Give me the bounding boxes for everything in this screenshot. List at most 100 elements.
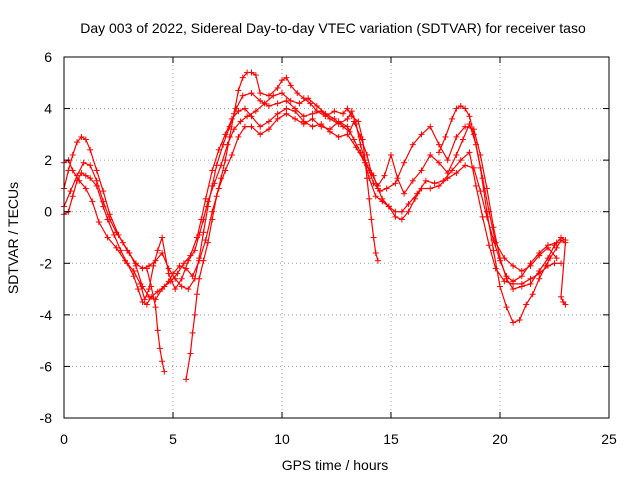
- data-point: [510, 278, 517, 285]
- data-point: [183, 265, 190, 272]
- data-point: [209, 167, 216, 174]
- x-tick-label: 20: [492, 431, 508, 447]
- data-point: [222, 157, 229, 164]
- data-point: [409, 177, 416, 184]
- data-point: [492, 265, 499, 272]
- data-point: [217, 175, 224, 182]
- data-point: [335, 118, 342, 125]
- series-trace-e: [143, 69, 569, 383]
- grid-lines: [64, 57, 609, 418]
- data-point: [551, 260, 558, 267]
- x-axis-label: GPS time / hours: [282, 457, 389, 473]
- data-point: [189, 329, 196, 336]
- data-point: [381, 172, 388, 179]
- data-point: [307, 100, 314, 107]
- data-point: [536, 275, 543, 282]
- data-point: [248, 123, 255, 130]
- data-point: [237, 118, 244, 125]
- data-point: [178, 283, 185, 290]
- data-point: [226, 133, 233, 140]
- data-point: [241, 123, 248, 130]
- data-point: [265, 126, 272, 133]
- data-point: [427, 185, 434, 192]
- data-point: [176, 262, 183, 269]
- data-point: [379, 195, 386, 202]
- data-point: [510, 286, 517, 293]
- data-point: [76, 177, 83, 184]
- data-point: [69, 167, 76, 174]
- data-point: [444, 175, 451, 182]
- data-point: [283, 74, 290, 81]
- data-point: [544, 242, 551, 249]
- data-point: [527, 260, 534, 267]
- data-point: [187, 350, 194, 357]
- data-point: [466, 113, 473, 120]
- data-point: [477, 188, 484, 195]
- data-point: [78, 170, 85, 177]
- data-point: [418, 185, 425, 192]
- data-point: [374, 185, 381, 192]
- data-point: [74, 139, 81, 146]
- data-point: [527, 275, 534, 282]
- x-tick-label: 10: [274, 431, 290, 447]
- data-point: [180, 260, 187, 267]
- data-point: [344, 115, 351, 122]
- data-point: [344, 123, 351, 130]
- data-point: [274, 110, 281, 117]
- data-point: [241, 105, 248, 112]
- data-point: [497, 257, 503, 264]
- data-point: [553, 239, 560, 246]
- data-point: [490, 224, 497, 231]
- data-point: [231, 110, 238, 117]
- data-point: [283, 105, 290, 112]
- data-point: [370, 172, 377, 179]
- x-tick-label: 15: [383, 431, 399, 447]
- data-point: [213, 193, 220, 200]
- data-point: [518, 283, 525, 290]
- data-point: [69, 151, 76, 158]
- data-point: [313, 102, 320, 109]
- data-point: [239, 74, 246, 81]
- data-point: [486, 242, 493, 249]
- data-point: [372, 249, 379, 256]
- y-tick-label: -4: [40, 307, 53, 323]
- data-point: [418, 167, 425, 174]
- data-point: [309, 123, 316, 130]
- data-point: [392, 208, 399, 215]
- data-point: [193, 291, 200, 298]
- data-point: [536, 268, 543, 275]
- data-point: [126, 249, 133, 256]
- data-point: [113, 229, 120, 236]
- data-point: [510, 319, 517, 326]
- axis-ticks: 0 5 10 15 20 25 -8 -6 -4 -2 0 2 4 6: [40, 49, 617, 447]
- data-point: [150, 262, 157, 269]
- data-point: [265, 92, 272, 99]
- data-point: [370, 234, 377, 241]
- data-point: [183, 376, 190, 383]
- data-point: [165, 278, 172, 285]
- data-point: [477, 164, 484, 171]
- data-point: [239, 92, 246, 99]
- data-point: [143, 265, 150, 272]
- data-point: [100, 188, 107, 195]
- data-point: [453, 170, 460, 177]
- data-point: [444, 157, 451, 164]
- data-point: [562, 239, 569, 246]
- data-point: [470, 131, 477, 138]
- data-point: [82, 172, 89, 179]
- x-tick-label: 25: [601, 431, 617, 447]
- data-point: [385, 203, 392, 210]
- data-point: [527, 280, 534, 287]
- data-point: [422, 177, 429, 184]
- data-point: [459, 136, 466, 143]
- series-line: [63, 92, 566, 290]
- data-point: [473, 182, 480, 189]
- data-point: [503, 304, 510, 311]
- data-point: [156, 345, 163, 352]
- data-point: [235, 133, 242, 140]
- data-point: [435, 159, 442, 166]
- data-point: [152, 304, 159, 311]
- data-point: [331, 115, 338, 122]
